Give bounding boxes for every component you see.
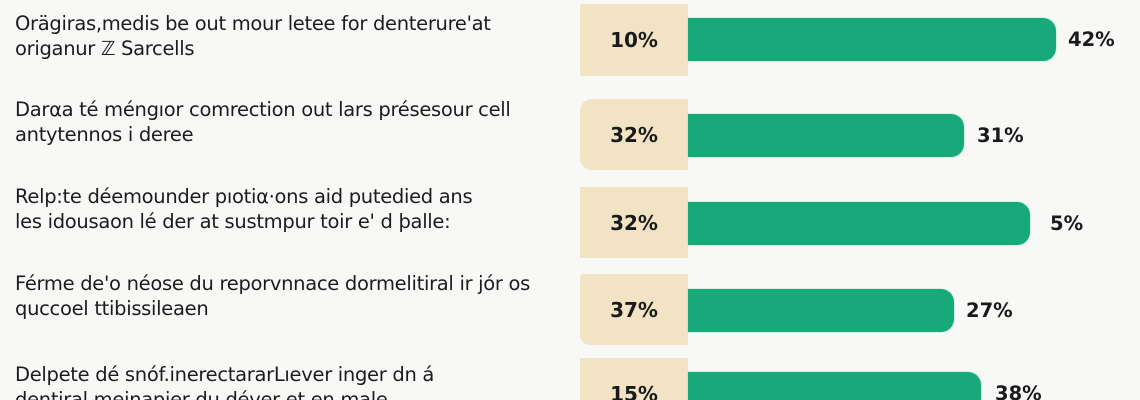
row-label: Relp:te déemounder pıotiα·ons aid putedi…: [15, 184, 575, 234]
bar: [688, 289, 954, 332]
row-label-line2: antytennos i deree: [15, 123, 194, 146]
bar-value-label: 31%: [977, 124, 1024, 147]
baseline-value-box: 10%: [580, 4, 688, 76]
row-label: Orägiras,medis be out mour letee for den…: [15, 11, 575, 61]
row-label: Férme de'o néose du reporvnnace dormelit…: [15, 271, 575, 321]
row-label-line1: Darαa té méngıor comrection out lars pré…: [15, 98, 511, 121]
bar-value-label: 27%: [966, 299, 1013, 322]
bar: [688, 18, 1056, 61]
bar-value-label: 38%: [995, 382, 1042, 400]
baseline-value-box: 32%: [580, 187, 688, 258]
row-label-line2: quccoel ttibissileaen: [15, 297, 209, 320]
bar: [688, 372, 981, 400]
bar-value-label: 5%: [1050, 212, 1084, 235]
baseline-value: 32%: [610, 210, 658, 235]
bar-value-label: 42%: [1068, 28, 1115, 51]
row-label-line2: origanur ℤ Sarcells: [15, 37, 195, 60]
baseline-value-box: 32%: [580, 99, 688, 170]
row-label-line2: dentiral meinapier du déver et en male: [15, 388, 388, 400]
bar: [688, 114, 964, 157]
row-label-line1: Férme de'o néose du reporvnnace dormelit…: [15, 272, 531, 295]
row-label-line1: Orägiras,medis be out mour letee for den…: [15, 12, 491, 35]
row-label-line1: Relp:te déemounder pıotiα·ons aid putedi…: [15, 185, 473, 208]
baseline-value: 32%: [610, 122, 658, 147]
baseline-value: 15%: [610, 381, 658, 400]
baseline-value-box: 15%: [580, 358, 688, 400]
baseline-value-box: 37%: [580, 274, 688, 345]
row-label: Darαa té méngıor comrection out lars pré…: [15, 97, 575, 147]
bar: [688, 202, 1030, 245]
baseline-value: 37%: [610, 297, 658, 322]
row-label-line1: Delpete dé snóf.inerectararLıever inger …: [15, 363, 435, 386]
baseline-value: 10%: [610, 28, 658, 52]
row-label-line2: les idousaon lé der at sustmpur toir e' …: [15, 210, 451, 233]
row-label: Delpete dé snóf.inerectararLıever inger …: [15, 362, 575, 400]
